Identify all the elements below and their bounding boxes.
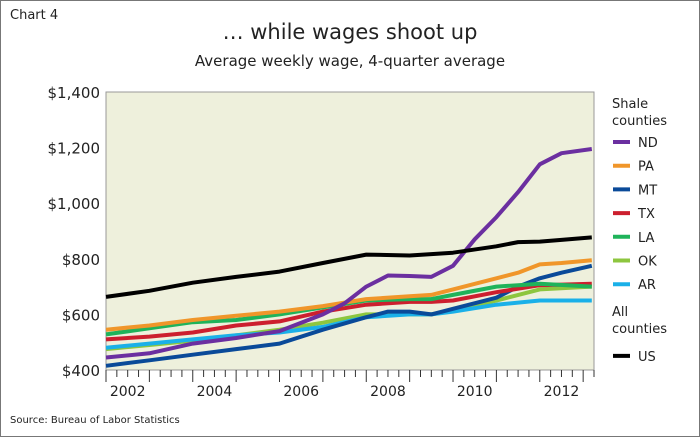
chart-title: … while wages shoot up [222,20,478,44]
series-line-mt [105,263,593,368]
y-tick-label: $800 [62,251,100,269]
series-line-us [105,235,592,299]
x-tick-label: 2010 [457,384,493,400]
legend-label-tx: TX [637,207,655,222]
chart-subtitle: Average weekly wage, 4-quarter average [194,52,506,70]
x-tick-label: 2002 [110,384,146,400]
legend-label-pa: PA [638,160,654,175]
legend-group-label: counties [612,322,667,337]
y-tick-label: $1,200 [48,140,101,158]
y-tick-label: $400 [62,362,100,380]
source-note: Source: Bureau of Labor Statistics [10,415,180,426]
series-line-pa [105,258,592,332]
legend-label-mt: MT [638,183,657,198]
y-tick-label: $600 [62,306,100,324]
legend-group-label: Shale [612,97,648,112]
x-tick-label: 2006 [283,384,319,400]
y-tick-label: $1,400 [48,84,101,102]
plot-area [105,91,595,371]
legend-group-label: counties [612,114,667,129]
y-tick-label: $1,000 [48,195,101,213]
series-line-tx [105,281,592,342]
chart-number: Chart 4 [10,8,59,23]
x-tick-label: 2004 [197,384,233,400]
x-tick-label: 2008 [370,384,406,400]
legend-label-ar: AR [638,278,656,293]
series-line-la [105,281,592,337]
x-tick-label: 2012 [544,384,580,400]
series-line-nd [105,147,593,360]
legend-label-ok: OK [638,255,657,270]
legend-group-label: All [612,305,628,320]
legend-label-us: US [638,350,656,365]
legend-label-nd: ND [638,136,658,151]
legend-label-la: LA [638,231,655,246]
